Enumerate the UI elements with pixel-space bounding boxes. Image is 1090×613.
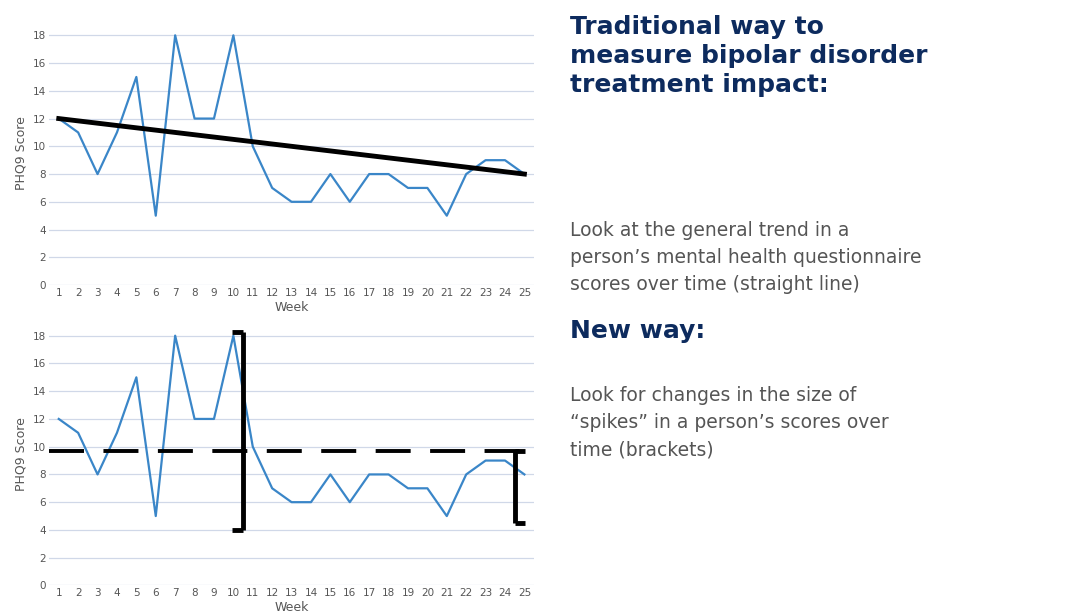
Text: Look at the general trend in a
person’s mental health questionnaire
scores over : Look at the general trend in a person’s … bbox=[570, 221, 921, 294]
Y-axis label: PHQ9 Score: PHQ9 Score bbox=[14, 417, 27, 490]
Text: Look for changes in the size of
“spikes” in a person’s scores over
time (bracket: Look for changes in the size of “spikes”… bbox=[570, 386, 888, 460]
Text: New way:: New way: bbox=[570, 319, 705, 343]
X-axis label: Week: Week bbox=[275, 300, 308, 314]
Y-axis label: PHQ9 Score: PHQ9 Score bbox=[14, 116, 27, 190]
Text: Traditional way to
measure bipolar disorder
treatment impact:: Traditional way to measure bipolar disor… bbox=[570, 15, 928, 97]
X-axis label: Week: Week bbox=[275, 601, 308, 613]
